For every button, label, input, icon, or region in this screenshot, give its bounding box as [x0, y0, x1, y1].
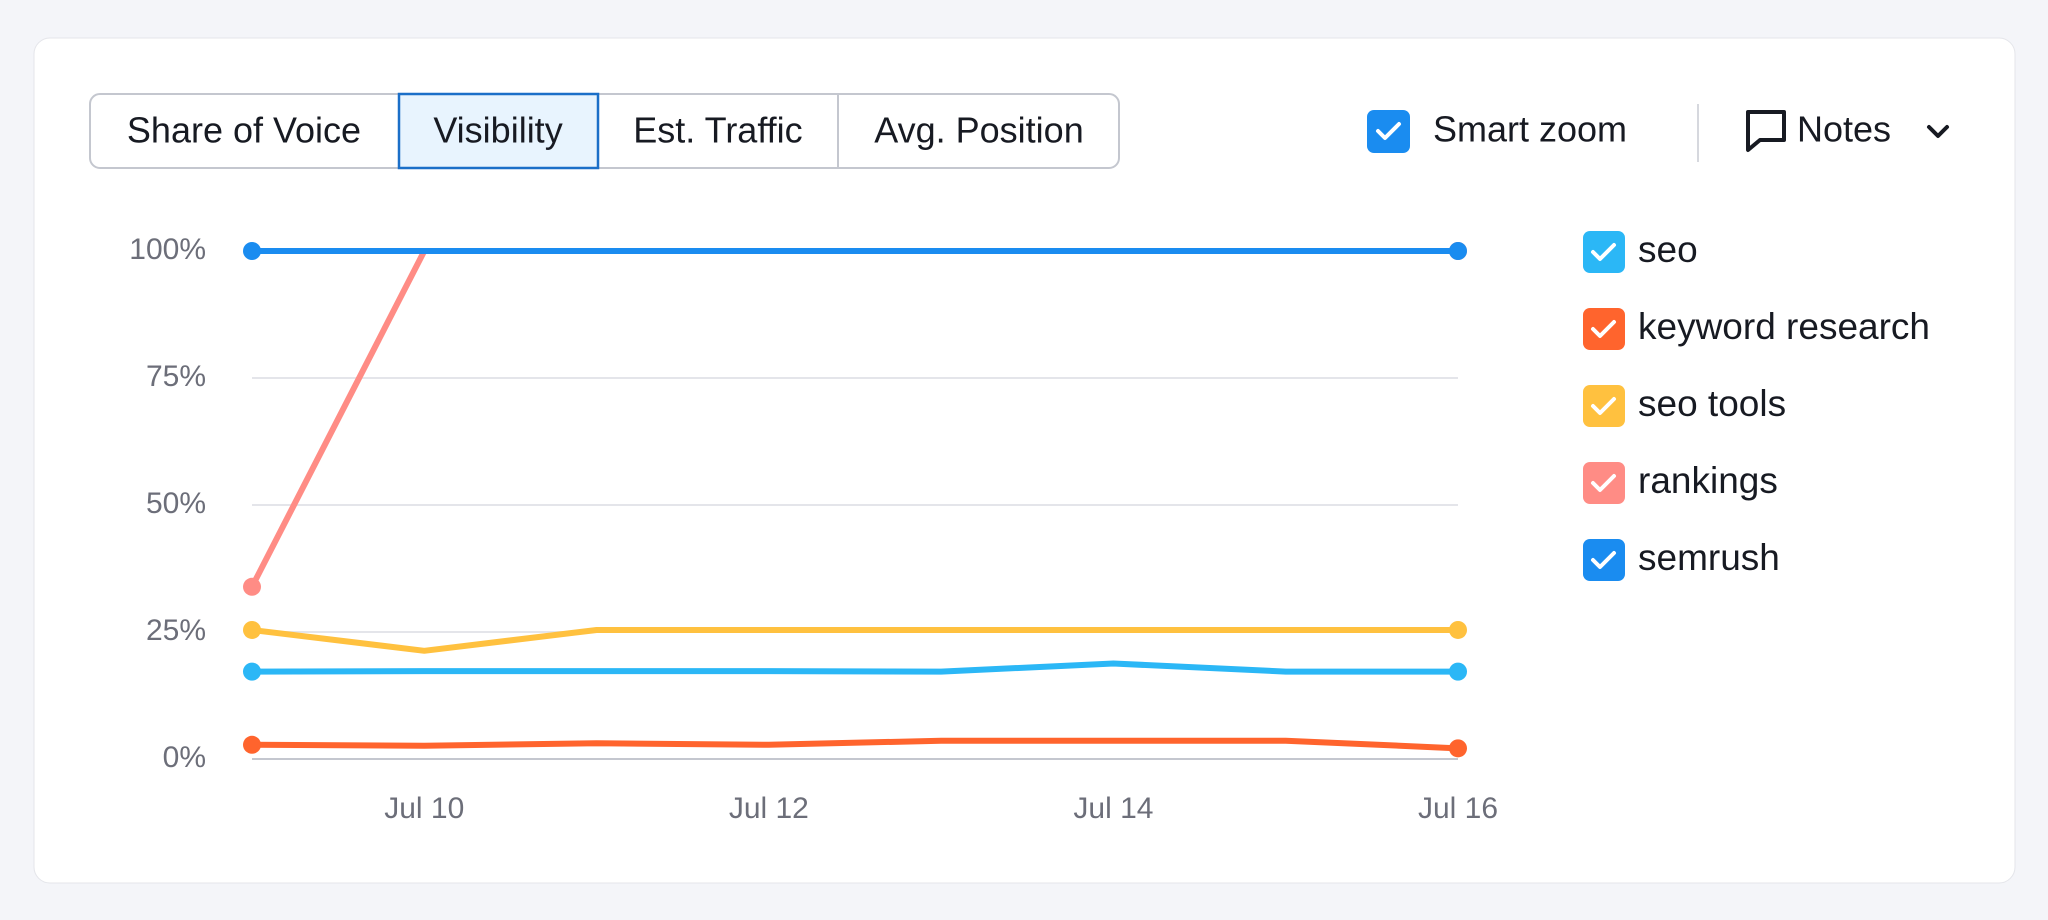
legend-item[interactable]: keyword research — [1583, 306, 1930, 350]
tab[interactable]: Est. Traffic — [633, 110, 802, 151]
legend-checkbox[interactable] — [1583, 385, 1625, 427]
tab-bar: Share of Voice Visibility Est. Traffic A… — [89, 92, 1120, 170]
smart-zoom-label[interactable]: Smart zoom — [1433, 109, 1627, 150]
smart-zoom[interactable]: Smart zoom — [1367, 109, 1627, 153]
series-line — [251, 660, 1458, 675]
endpoint-dot — [1449, 739, 1467, 758]
check-icon — [1591, 474, 1616, 492]
plot: 0% 25% 50% 75% 100% Jul 10 Jul 12 Jul 14 Jul 16 — [129, 233, 1498, 825]
tab-frame — [89, 93, 1120, 169]
endpoint-dot — [243, 242, 261, 260]
legend-checkbox[interactable] — [1583, 231, 1625, 273]
endpoint-dot — [1449, 620, 1467, 639]
legend-label[interactable]: rankings — [1638, 460, 1778, 501]
endpoint-dot — [1449, 242, 1467, 260]
checkbox[interactable] — [1367, 110, 1410, 153]
endpoint-dot — [243, 662, 261, 681]
tab[interactable]: Visibility — [433, 110, 562, 151]
legend-item[interactable]: seo tools — [1583, 383, 1786, 427]
x-tick-label: Jul 12 — [729, 792, 809, 825]
notes-label[interactable]: Notes — [1797, 109, 1891, 150]
legend: seo keyword research seo tools rankings semr… — [1583, 229, 1930, 581]
legend-label[interactable]: seo tools — [1638, 383, 1786, 424]
tab[interactable]: Avg. Position — [874, 110, 1083, 151]
legend-checkbox[interactable] — [1583, 308, 1625, 350]
series-line — [251, 626, 1458, 654]
legend-item[interactable]: seo — [1583, 229, 1698, 273]
x-tick-label: Jul 14 — [1073, 792, 1153, 825]
x-tick-label: Jul 10 — [384, 792, 464, 825]
check-icon — [1591, 243, 1616, 261]
tab-active — [397, 92, 600, 170]
y-tick-label: 0% — [163, 741, 206, 774]
legend-checkbox[interactable] — [1583, 539, 1625, 581]
check-icon — [1591, 320, 1616, 338]
notes-button[interactable]: Notes — [1746, 109, 1949, 152]
series-line — [251, 737, 1459, 752]
y-tick-label: 25% — [146, 614, 206, 647]
endpoint-dot — [243, 620, 261, 639]
legend-label[interactable]: seo — [1638, 229, 1698, 270]
tab[interactable]: Share of Voice — [127, 110, 361, 151]
endpoint-dot — [1449, 662, 1467, 681]
notes-icon — [1746, 110, 1786, 152]
check-icon — [1591, 551, 1616, 569]
legend-label[interactable]: keyword research — [1638, 306, 1930, 347]
check-icon — [1591, 397, 1616, 415]
legend-checkbox[interactable] — [1583, 462, 1625, 504]
endpoint-dot — [243, 735, 261, 754]
legend-item[interactable]: semrush — [1583, 537, 1780, 581]
chevron — [1927, 125, 1949, 138]
x-tick-label: Jul 16 — [1418, 792, 1498, 825]
y-tick-label: 50% — [146, 487, 206, 520]
legend-label[interactable]: semrush — [1638, 537, 1780, 578]
check-icon — [1376, 122, 1401, 140]
y-tick-label: 75% — [146, 360, 206, 393]
legend-item[interactable]: rankings — [1583, 460, 1778, 504]
endpoint-dot — [243, 577, 261, 596]
y-tick-label: 100% — [129, 233, 206, 266]
